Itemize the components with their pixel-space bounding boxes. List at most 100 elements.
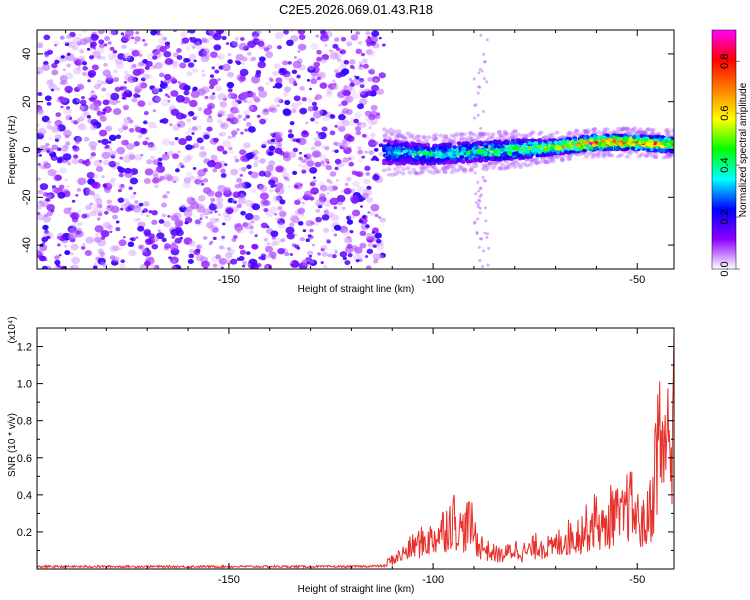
noise-blob bbox=[338, 113, 346, 121]
noise-blob bbox=[338, 103, 342, 107]
noise-blob bbox=[209, 84, 215, 90]
noise-blob bbox=[166, 190, 170, 194]
signal-halo bbox=[668, 152, 674, 157]
noise-blob bbox=[364, 150, 368, 154]
noise-blob bbox=[243, 117, 247, 121]
noise-blob bbox=[221, 35, 227, 41]
noise-blob bbox=[39, 183, 49, 191]
noise-blob bbox=[51, 156, 57, 161]
signal-mark bbox=[518, 150, 523, 154]
noise-blob bbox=[373, 78, 379, 83]
noise-blob bbox=[44, 230, 49, 235]
signal-mark bbox=[630, 143, 636, 148]
signal-halo bbox=[549, 155, 555, 160]
noise-blob bbox=[180, 203, 186, 209]
signal-halo bbox=[521, 161, 527, 166]
signal-mark bbox=[459, 155, 465, 159]
signal-halo bbox=[510, 131, 516, 136]
signal-mark bbox=[666, 137, 672, 142]
noise-blob bbox=[327, 91, 332, 95]
noise-blob bbox=[183, 90, 190, 96]
noise-blob bbox=[170, 214, 179, 222]
signal-mark bbox=[537, 141, 542, 145]
noise-blob bbox=[180, 31, 187, 38]
noise-blob bbox=[63, 244, 68, 248]
noise-blob bbox=[319, 154, 327, 160]
noise-blob bbox=[217, 213, 222, 217]
noise-blob bbox=[137, 68, 145, 75]
signal-mark bbox=[566, 147, 571, 151]
noise-blob bbox=[154, 62, 163, 69]
noise-blob bbox=[38, 164, 44, 169]
noise-blob bbox=[317, 131, 327, 140]
signal-halo bbox=[477, 131, 483, 136]
noise-blob bbox=[136, 82, 142, 88]
noise-blob bbox=[182, 181, 192, 189]
noise-blob bbox=[77, 209, 81, 213]
noise-blob bbox=[358, 219, 364, 224]
noise-blob bbox=[218, 132, 224, 137]
signal-mark bbox=[417, 146, 423, 150]
noise-blob bbox=[103, 43, 108, 47]
noise-blob bbox=[139, 82, 148, 89]
noise-blob bbox=[346, 85, 353, 91]
signal-halo bbox=[492, 160, 498, 165]
noise-blob bbox=[161, 138, 171, 146]
signal-halo bbox=[414, 171, 420, 176]
noise-blob bbox=[276, 104, 281, 108]
noise-blob bbox=[66, 161, 72, 165]
signal-halo bbox=[629, 127, 635, 132]
noise-blob bbox=[301, 259, 311, 267]
noise-blob bbox=[135, 236, 139, 239]
noise-blob bbox=[161, 118, 169, 124]
noise-blob bbox=[81, 213, 88, 219]
y-tick-label: 0.2 bbox=[17, 527, 32, 539]
noise-blob bbox=[67, 162, 71, 166]
noise-blob bbox=[372, 174, 380, 181]
noise-blob bbox=[161, 213, 167, 218]
noise-blob bbox=[289, 222, 295, 227]
signal-mark bbox=[579, 135, 584, 139]
noise-blob bbox=[333, 233, 338, 237]
noise-blob bbox=[42, 215, 52, 223]
noise-blob bbox=[293, 64, 298, 68]
signal-halo bbox=[386, 167, 392, 172]
noise-blob bbox=[164, 151, 168, 155]
noise-blob bbox=[242, 59, 246, 62]
signal-mark bbox=[381, 161, 387, 166]
signal-mark bbox=[625, 146, 630, 151]
noise-blob bbox=[128, 119, 134, 124]
signal-mark bbox=[664, 148, 669, 153]
noise-blob bbox=[479, 126, 483, 130]
signal-halo bbox=[479, 134, 485, 139]
noise-blob bbox=[235, 99, 239, 102]
signal-halo bbox=[451, 138, 457, 143]
noise-blob bbox=[144, 65, 150, 71]
noise-blob bbox=[104, 210, 109, 215]
signal-halo bbox=[530, 130, 536, 135]
noise-blob bbox=[240, 37, 245, 41]
signal-mark bbox=[390, 146, 396, 151]
noise-blob bbox=[302, 229, 307, 233]
noise-blob bbox=[206, 117, 214, 123]
noise-blob bbox=[47, 168, 57, 177]
signal-mark bbox=[432, 158, 437, 163]
noise-blob bbox=[320, 261, 324, 264]
noise-blob bbox=[274, 188, 281, 193]
noise-blob bbox=[60, 97, 68, 104]
y-tick-label: 0.6 bbox=[17, 453, 32, 465]
noise-blob bbox=[179, 62, 187, 69]
noise-blob bbox=[230, 168, 239, 176]
noise-blob bbox=[301, 159, 306, 164]
noise-blob bbox=[115, 134, 122, 139]
signal-halo bbox=[595, 154, 601, 159]
signal-halo bbox=[413, 170, 419, 175]
noise-blob bbox=[330, 114, 334, 118]
noise-blob bbox=[86, 114, 92, 119]
noise-blob bbox=[83, 36, 92, 44]
noise-blob bbox=[474, 103, 478, 107]
signal-halo bbox=[667, 152, 673, 157]
noise-blob bbox=[322, 114, 331, 122]
signal-mark bbox=[525, 149, 531, 154]
signal-mark bbox=[517, 140, 523, 144]
